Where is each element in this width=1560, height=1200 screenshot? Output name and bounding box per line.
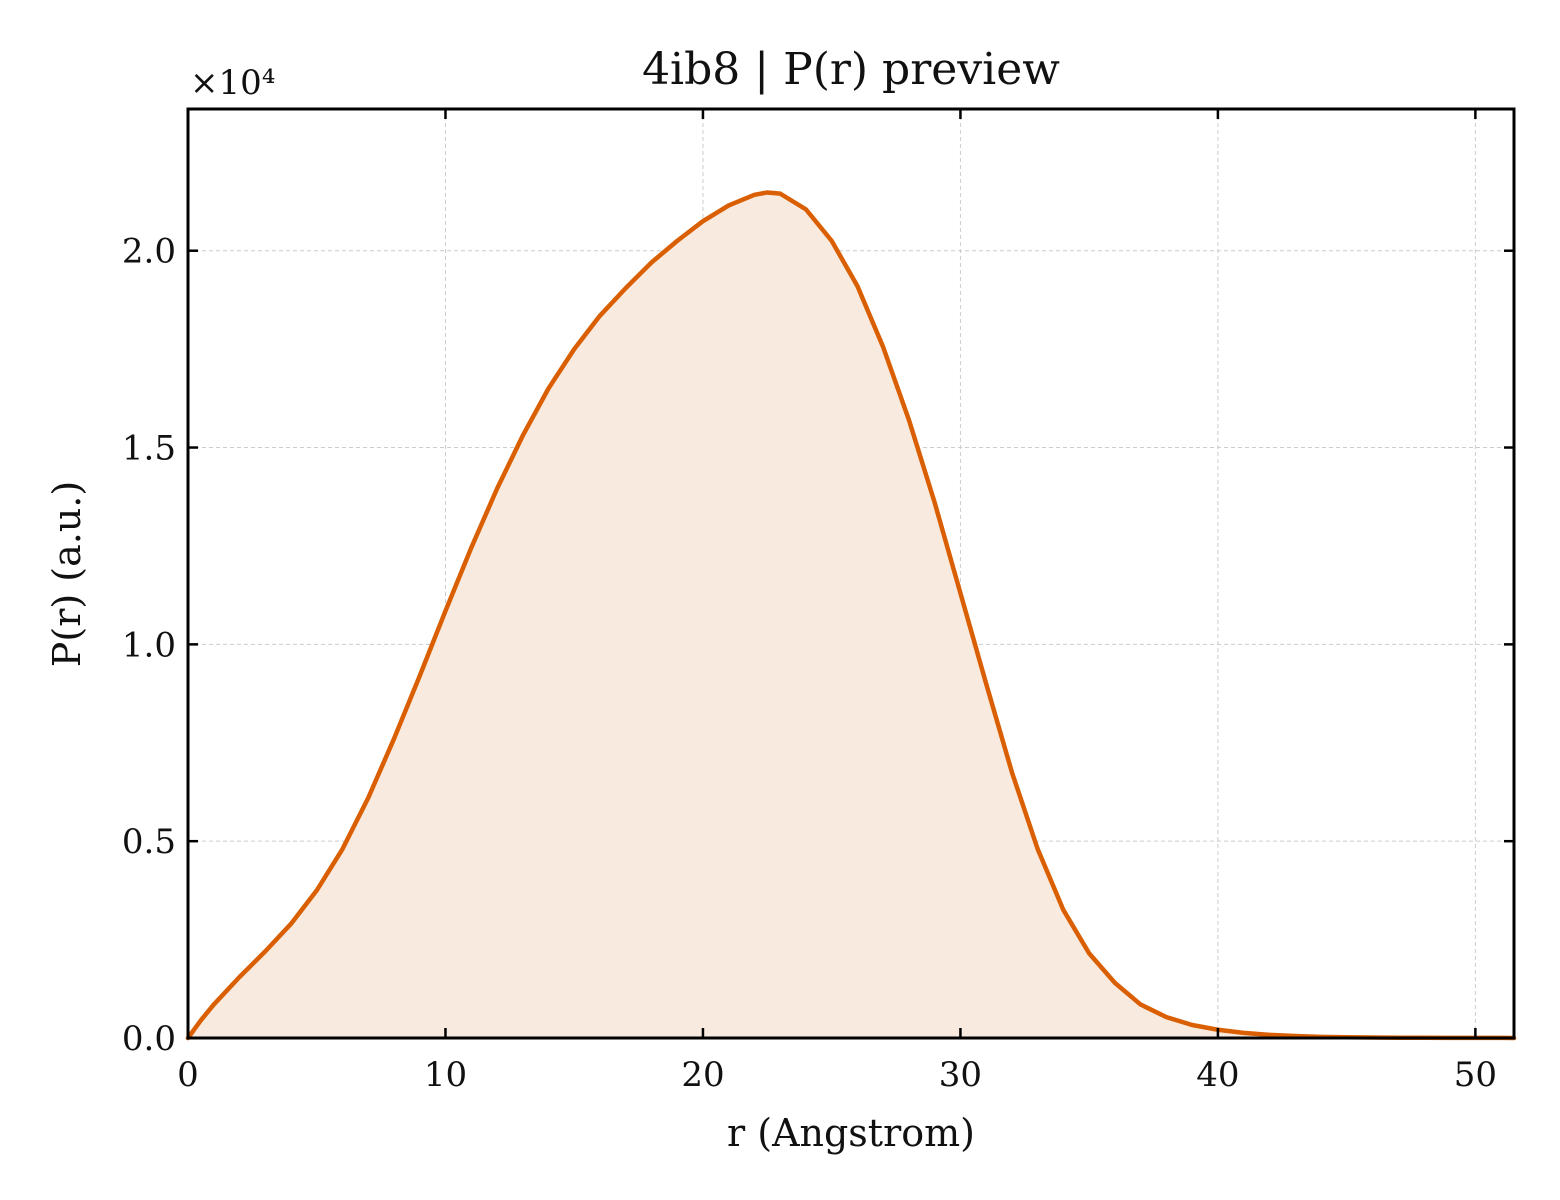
x-tick-label: 20	[681, 1055, 724, 1095]
series-line	[185, 190, 1517, 1041]
x-tick-label: 10	[424, 1055, 467, 1095]
y-tick-label: 0.0	[122, 1019, 176, 1059]
y-tick-label: 1.5	[122, 429, 176, 469]
chart-title: 4ib8 | P(r) preview	[642, 44, 1060, 95]
y-axis: 0.0 0.5 1.0 1.5 2.0	[122, 232, 1514, 1059]
x-axis-label: r (Angstrom)	[727, 1111, 975, 1155]
x-axis: 0 10 20 30 40 50	[177, 109, 1497, 1095]
y-axis-label: P(r) (a.u.)	[45, 481, 89, 667]
axes-frame	[186, 107, 1516, 1040]
y-tick-label: 1.0	[122, 625, 176, 665]
area-fill	[188, 192, 1514, 1038]
y-tick-label: 0.5	[122, 822, 176, 862]
x-tick-label: 50	[1454, 1055, 1497, 1095]
y-tick-label: 2.0	[122, 232, 176, 272]
x-tick-label: 40	[1196, 1055, 1239, 1095]
x-tick-label: 0	[177, 1055, 199, 1095]
y-offset-label: ×10⁴	[190, 63, 275, 103]
x-tick-label: 30	[939, 1055, 982, 1095]
